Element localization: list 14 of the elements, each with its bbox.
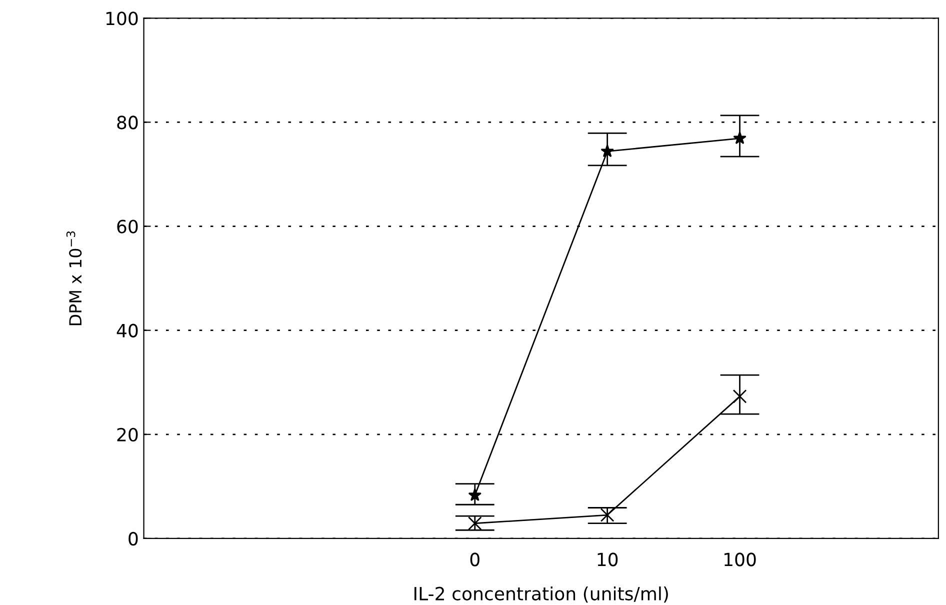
y-tick-label: 100 <box>106 12 138 26</box>
x-tick-label: 0 <box>470 552 480 566</box>
y-tick-label: 80 <box>117 116 138 130</box>
x-axis-title: IL-2 concentration (units/ml) <box>414 586 668 603</box>
y-tick-label: 20 <box>117 428 138 442</box>
y-tick-label: 0 <box>128 532 138 546</box>
y-tick-label: 40 <box>116 324 138 338</box>
point <box>468 516 482 530</box>
x-tick-label: 10 <box>598 552 618 566</box>
point <box>600 508 614 522</box>
point <box>732 389 747 404</box>
y-axis-title: DPM x 10$^{−3}$ <box>66 231 82 326</box>
x-tick-label: 100 <box>724 552 756 566</box>
y-tick-label: 60 <box>117 220 138 234</box>
